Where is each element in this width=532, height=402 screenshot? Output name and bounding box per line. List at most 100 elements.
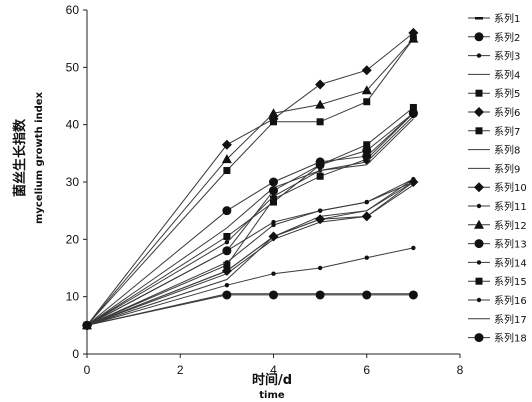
data-point (364, 199, 369, 205)
legend-item: 系列12 (468, 219, 527, 232)
series-10 (82, 177, 419, 331)
y-tick-label: 0 (72, 347, 79, 361)
data-point (222, 246, 232, 256)
legend-marker (475, 277, 483, 285)
y-tick-label: 50 (66, 60, 80, 74)
data-point (270, 118, 277, 126)
legend-label: 系列2 (494, 31, 520, 44)
series-line (86, 112, 414, 326)
data-point (268, 231, 279, 242)
data-point (408, 290, 418, 300)
series-line (86, 115, 414, 326)
series-line (86, 181, 414, 326)
series-line (86, 118, 414, 326)
data-point (362, 290, 372, 300)
legend-item: 系列5 (468, 87, 520, 100)
series-7 (83, 35, 417, 329)
legend-marker (474, 32, 484, 42)
legend-marker (475, 17, 483, 20)
legend-item: 系列6 (468, 106, 520, 119)
data-point (222, 290, 232, 300)
data-point (362, 145, 372, 155)
x-axis-title-en: time (259, 390, 285, 401)
series-line (86, 32, 414, 326)
legend-marker (474, 239, 484, 249)
data-point (315, 79, 326, 90)
legend-marker (475, 127, 483, 135)
series-layer (82, 27, 419, 331)
series-18 (82, 108, 418, 330)
x-tick-label: 0 (84, 363, 91, 377)
legend-label: 系列17 (494, 313, 527, 326)
series-6 (82, 27, 419, 331)
legend-label: 系列7 (494, 125, 520, 138)
x-tick-label: 6 (363, 363, 370, 377)
x-tick-label: 8 (457, 363, 464, 377)
legend-label: 系列18 (494, 332, 527, 345)
data-point (224, 240, 230, 245)
data-point (315, 160, 325, 170)
legend-marker (475, 89, 483, 97)
legend-marker (474, 333, 484, 343)
series-2 (82, 290, 418, 330)
legend-label: 系列9 (494, 162, 520, 175)
data-point (269, 290, 278, 300)
y-tick-label: 40 (66, 118, 80, 132)
legend-marker (474, 107, 484, 117)
data-point (411, 179, 416, 185)
data-point (224, 283, 230, 288)
legend-item: 系列2 (468, 31, 520, 44)
data-point (271, 219, 276, 225)
series-line (86, 294, 414, 326)
legend-item: 系列16 (468, 294, 527, 307)
legend-item: 系列17 (468, 313, 527, 326)
legend-marker (476, 203, 482, 209)
data-point (224, 260, 230, 265)
data-point (221, 154, 232, 164)
data-point (271, 271, 276, 276)
legend-label: 系列13 (494, 238, 527, 251)
legend-label: 系列16 (494, 294, 527, 307)
legend-item: 系列10 (468, 181, 527, 194)
legend-label: 系列6 (494, 106, 520, 119)
legend-item: 系列1 (468, 12, 520, 25)
legend-label: 系列8 (494, 144, 520, 157)
legend-marker (476, 297, 482, 303)
data-point (361, 85, 372, 95)
series-line (86, 293, 414, 326)
y-tick-label: 10 (66, 290, 80, 304)
series-line (86, 112, 414, 326)
data-point (315, 214, 326, 225)
legend-item: 系列7 (468, 125, 520, 138)
data-point (409, 103, 417, 111)
series-line (86, 112, 414, 326)
data-point (317, 208, 323, 213)
data-point (222, 206, 232, 216)
legend-label: 系列3 (494, 50, 520, 63)
legend-marker (476, 260, 482, 265)
legend-label: 系列15 (494, 275, 527, 288)
data-point (269, 186, 278, 196)
series-17 (86, 118, 414, 326)
legend-item: 系列15 (468, 275, 527, 288)
data-point (270, 198, 277, 206)
y-tick-label: 30 (66, 175, 80, 189)
data-point (316, 172, 324, 180)
data-point (271, 194, 276, 199)
series-line (86, 178, 414, 326)
legend-marker (474, 219, 484, 229)
data-point (223, 167, 231, 175)
legend-marker (476, 53, 482, 58)
data-point (361, 65, 372, 76)
legend-label: 系列10 (494, 181, 527, 194)
x-axis-title-cn: 时间/d (252, 372, 292, 388)
legend-item: 系列3 (468, 50, 520, 63)
y-axis-title-cn: 菌丝生长指数 (12, 118, 28, 197)
data-point (315, 99, 326, 109)
series-line (86, 38, 414, 326)
data-point (411, 245, 416, 251)
legend-label: 系列5 (494, 87, 520, 100)
series-line (86, 38, 414, 326)
data-point (361, 211, 372, 222)
